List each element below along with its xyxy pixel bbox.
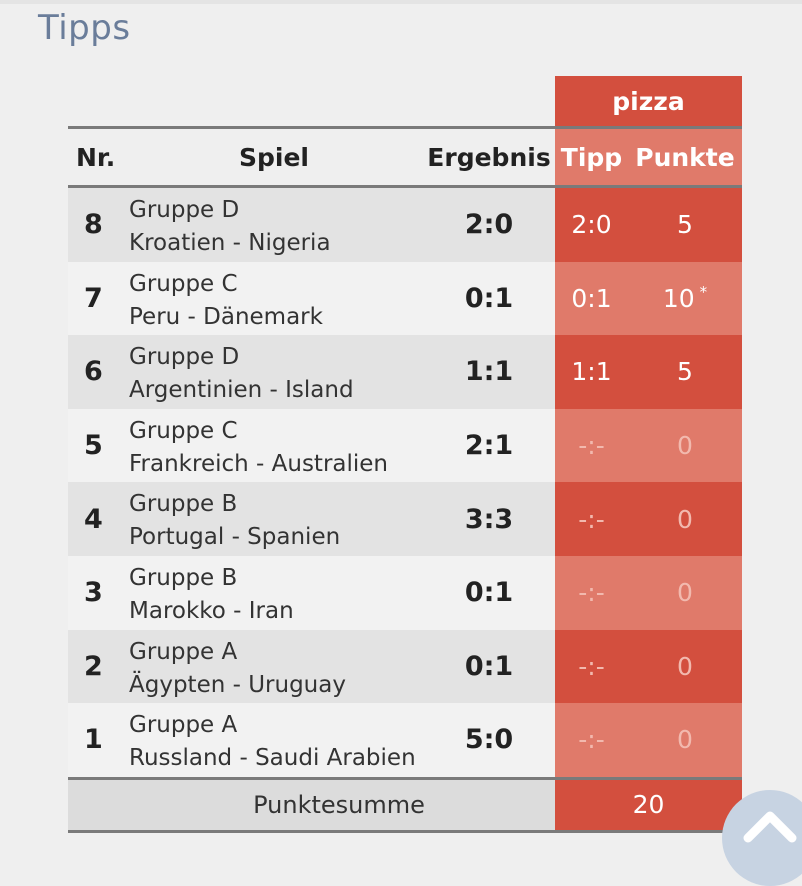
- row-punkte: 0: [628, 629, 742, 704]
- row-match: Russland - Saudi Arabien: [129, 745, 416, 772]
- row-match: Kroatien - Nigeria: [129, 230, 331, 256]
- row-tipp-value: 2:0: [571, 210, 612, 240]
- row-tipp: -:-: [555, 555, 628, 630]
- row-group: Gruppe C: [129, 417, 238, 444]
- row-punkte-value: 0: [677, 651, 693, 681]
- row-spiel: Gruppe B Portugal - Spanien: [129, 488, 459, 554]
- row-tipp: 2:0: [555, 188, 628, 262]
- row-match: Portugal - Spanien: [129, 524, 341, 551]
- header-punkte: Punkte: [628, 129, 742, 185]
- row-nr: 6: [84, 356, 103, 388]
- row-spiel: Gruppe B Marokko - Iran: [129, 562, 459, 628]
- row-nr: 8: [84, 209, 103, 241]
- page-title: Tipps: [38, 8, 131, 48]
- row-nr: 5: [84, 430, 103, 462]
- row-spiel: Gruppe D Kroatien - Nigeria: [129, 194, 459, 260]
- row-spiel: Gruppe D Argentinien - Island: [129, 341, 459, 407]
- row-group: Gruppe B: [129, 564, 238, 591]
- table-row: 6 Gruppe D Argentinien - Island 1:1 1:1 5: [68, 335, 742, 409]
- row-tipp: -:-: [555, 703, 628, 777]
- row-match: Marokko - Iran: [129, 597, 294, 624]
- row-punkte: 5: [628, 188, 742, 262]
- table-row: 4 Gruppe B Portugal - Spanien 3:3 -:- 0: [68, 482, 742, 556]
- row-punkte: 0: [628, 482, 742, 556]
- row-punkte-value: 0: [677, 504, 693, 534]
- row-group: Gruppe D: [129, 197, 240, 223]
- row-group: Gruppe B: [129, 491, 238, 518]
- row-group: Gruppe A: [129, 638, 238, 665]
- row-punkte: 0: [628, 408, 742, 483]
- row-tipp-value: 1:1: [571, 357, 612, 387]
- row-ergebnis: 1:1: [464, 356, 514, 388]
- row-group: Gruppe D: [129, 344, 240, 371]
- row-tipp-value: 0:1: [571, 283, 612, 313]
- top-strip: [0, 0, 802, 4]
- table-row: 7 Gruppe C Peru - Dänemark 0:1 0:1 10 *: [68, 261, 742, 336]
- row-nr: 2: [84, 650, 103, 682]
- row-punkte-value: 0: [677, 431, 693, 461]
- row-group: Gruppe C: [129, 270, 238, 297]
- header-tipp: Tipp: [555, 129, 628, 185]
- row-spiel: Gruppe C Peru - Dänemark: [129, 268, 459, 334]
- row-punkte: 0: [628, 555, 742, 630]
- table-header: Nr. Spiel Ergebnis Tipp Punkte: [68, 126, 742, 188]
- row-spiel: Gruppe A Russland - Saudi Arabien: [129, 709, 459, 775]
- row-punkte: 10 *: [628, 261, 742, 336]
- summary-label: Punktesumme: [253, 790, 425, 819]
- row-match: Argentinien - Island: [129, 377, 354, 404]
- row-nr: 3: [84, 577, 103, 609]
- row-tipp: -:-: [555, 482, 628, 556]
- bonus-marker: *: [699, 283, 708, 302]
- row-ergebnis: 5:0: [464, 724, 514, 756]
- row-punkte-value: 5: [677, 357, 693, 387]
- row-tipp-value: -:-: [578, 431, 605, 461]
- row-punkte-value: 10: [662, 283, 695, 313]
- row-tipp-value: -:-: [578, 651, 605, 681]
- table-row: 2 Gruppe A Ägypten - Uruguay 0:1 -:- 0: [68, 629, 742, 704]
- row-ergebnis: 3:3: [464, 503, 514, 535]
- tips-table: Nr. Spiel Ergebnis Tipp Punkte 8 Gruppe D…: [68, 126, 742, 833]
- table-body: 8 Gruppe D Kroatien - Nigeria 2:0 2:0 5 7 Grupp…: [68, 188, 742, 777]
- row-match: Frankreich - Australien: [129, 450, 389, 477]
- header-spiel: Spiel: [239, 142, 309, 172]
- row-spiel: Gruppe A Ägypten - Uruguay: [129, 636, 459, 702]
- row-nr: 4: [84, 503, 103, 535]
- header-ergebnis: Ergebnis: [427, 142, 551, 172]
- row-nr: 1: [84, 724, 103, 756]
- row-match: Ägypten - Uruguay: [129, 671, 346, 698]
- row-punkte-value: 5: [677, 210, 693, 240]
- row-tipp-value: -:-: [578, 504, 605, 534]
- table-row: 8 Gruppe D Kroatien - Nigeria 2:0 2:0 5: [68, 188, 742, 262]
- table-row: 3 Gruppe B Marokko - Iran 0:1 -:- 0: [68, 555, 742, 630]
- row-punkte: 5: [628, 335, 742, 409]
- row-punkte: 0: [628, 703, 742, 777]
- row-punkte-value: 0: [677, 725, 693, 755]
- row-spiel: Gruppe C Frankreich - Australien: [129, 415, 459, 481]
- row-ergebnis: 2:0: [464, 209, 514, 241]
- row-tipp: -:-: [555, 629, 628, 704]
- scroll-to-top-button[interactable]: [722, 790, 802, 886]
- row-ergebnis: 0:1: [464, 650, 514, 682]
- header-nr: Nr.: [76, 142, 116, 172]
- row-nr: 7: [84, 282, 103, 314]
- table-row: 5 Gruppe C Frankreich - Australien 2:1 -:- 0: [68, 408, 742, 483]
- row-tipp-value: -:-: [578, 725, 605, 755]
- user-column-header: pizza: [555, 76, 742, 126]
- chevron-up-icon: [743, 811, 797, 843]
- row-punkte-value: 0: [677, 578, 693, 608]
- summary-value: 20: [555, 779, 742, 830]
- summary-row: Punktesumme 20: [68, 776, 742, 833]
- row-ergebnis: 0:1: [464, 282, 514, 314]
- row-match: Peru - Dänemark: [129, 303, 323, 330]
- row-group: Gruppe A: [129, 712, 238, 739]
- row-tipp: 0:1: [555, 261, 628, 336]
- row-tipp-value: -:-: [578, 578, 605, 608]
- row-ergebnis: 0:1: [464, 577, 514, 609]
- table-row: 1 Gruppe A Russland - Saudi Arabien 5:0 -:- 0: [68, 703, 742, 777]
- row-ergebnis: 2:1: [464, 430, 514, 462]
- row-tipp: 1:1: [555, 335, 628, 409]
- row-tipp: -:-: [555, 408, 628, 483]
